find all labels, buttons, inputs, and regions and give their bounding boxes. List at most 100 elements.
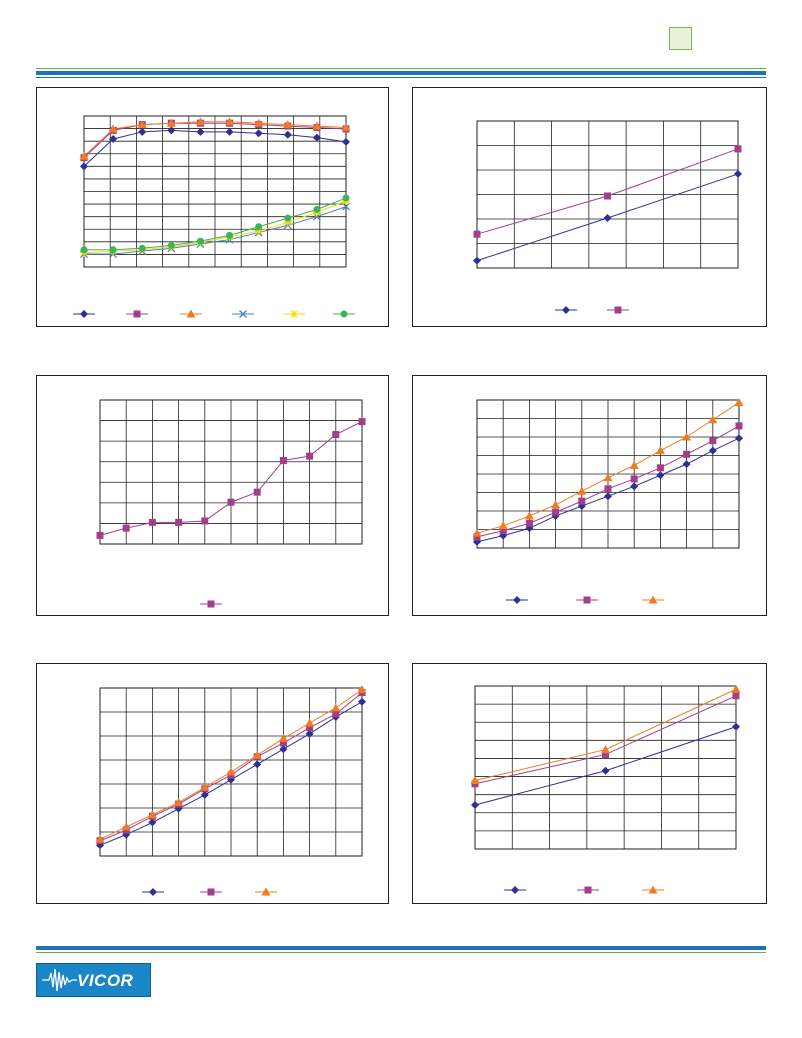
footer-rule-green bbox=[36, 952, 766, 953]
data-point bbox=[709, 437, 717, 445]
data-point bbox=[603, 214, 612, 223]
data-point bbox=[80, 162, 88, 171]
data-point bbox=[470, 776, 480, 785]
legend-entry bbox=[180, 309, 202, 318]
data-point bbox=[167, 126, 176, 135]
legend-marker bbox=[340, 310, 348, 318]
data-point bbox=[357, 685, 367, 694]
data-point bbox=[473, 533, 481, 541]
data-point bbox=[732, 692, 740, 700]
legend-marker bbox=[149, 888, 157, 896]
data-point bbox=[603, 473, 613, 482]
footer-rule-blue bbox=[36, 946, 766, 950]
data-point bbox=[313, 205, 321, 213]
data-point bbox=[306, 452, 314, 460]
legend-entry bbox=[333, 310, 355, 318]
data-point bbox=[96, 841, 104, 850]
data-point bbox=[226, 767, 236, 776]
legend-entry bbox=[200, 888, 222, 896]
data-point bbox=[138, 127, 147, 136]
data-point bbox=[682, 460, 691, 469]
logo-wordmark: VICOR bbox=[77, 971, 134, 990]
series-line bbox=[84, 206, 347, 255]
data-point bbox=[342, 202, 350, 211]
data-point bbox=[498, 521, 508, 530]
legend-marker bbox=[261, 887, 271, 896]
data-point bbox=[122, 524, 130, 532]
legend-marker bbox=[186, 309, 196, 318]
series-1 bbox=[80, 126, 350, 171]
data-point bbox=[732, 722, 740, 731]
data-point bbox=[472, 528, 482, 537]
data-point bbox=[656, 464, 664, 472]
data-point bbox=[122, 830, 131, 839]
data-point bbox=[253, 488, 261, 496]
legend-entry bbox=[642, 885, 664, 894]
legend-marker bbox=[648, 885, 658, 894]
header-rule-green bbox=[36, 68, 766, 69]
series-1 bbox=[96, 697, 366, 850]
series-line bbox=[83, 200, 347, 254]
chart-panel-1 bbox=[36, 87, 389, 327]
data-point bbox=[174, 798, 184, 807]
data-point bbox=[604, 485, 612, 493]
data-point bbox=[252, 750, 262, 759]
data-point bbox=[734, 145, 742, 153]
data-point bbox=[109, 246, 117, 254]
series-6 bbox=[80, 194, 350, 254]
legend-marker bbox=[207, 888, 215, 896]
chart-1-svg bbox=[73, 115, 355, 318]
data-point bbox=[655, 446, 665, 455]
chart-panel-5 bbox=[36, 663, 389, 904]
legend-entry bbox=[200, 600, 222, 608]
data-point bbox=[656, 471, 665, 480]
series-2 bbox=[473, 422, 743, 541]
series-3 bbox=[470, 684, 741, 785]
legend-marker bbox=[513, 596, 521, 604]
data-point bbox=[227, 498, 235, 506]
data-point bbox=[305, 718, 315, 727]
data-point bbox=[196, 237, 204, 245]
data-point bbox=[577, 486, 587, 495]
legend-marker bbox=[133, 310, 141, 318]
data-point bbox=[195, 117, 205, 126]
data-point bbox=[147, 810, 157, 819]
page-corner-badge bbox=[669, 27, 692, 50]
legend-entry bbox=[555, 306, 577, 314]
legend-entry bbox=[73, 310, 95, 318]
series-line bbox=[83, 129, 347, 167]
data-point bbox=[630, 482, 639, 491]
legend-marker bbox=[290, 310, 298, 318]
data-point bbox=[473, 230, 481, 238]
data-point bbox=[283, 120, 293, 129]
data-point bbox=[312, 133, 321, 142]
data-point bbox=[552, 508, 560, 516]
legend-entry bbox=[126, 310, 148, 318]
chart-panel-6 bbox=[412, 663, 767, 904]
data-point bbox=[331, 703, 341, 712]
data-point bbox=[227, 775, 235, 784]
chart-panel-3 bbox=[36, 375, 389, 616]
series-3 bbox=[472, 397, 744, 537]
legend-entry bbox=[142, 888, 164, 896]
data-point bbox=[283, 218, 292, 227]
data-point bbox=[108, 124, 118, 133]
data-point bbox=[166, 118, 176, 127]
data-point bbox=[254, 118, 264, 127]
data-point bbox=[735, 434, 743, 443]
data-point bbox=[734, 397, 744, 406]
data-point bbox=[138, 244, 146, 252]
chart-3-svg bbox=[96, 399, 366, 608]
legend-marker bbox=[584, 886, 592, 894]
data-point bbox=[226, 231, 234, 239]
data-point bbox=[79, 151, 89, 160]
data-point bbox=[80, 246, 88, 254]
data-point bbox=[629, 460, 639, 469]
legend-marker bbox=[583, 596, 591, 604]
series-2 bbox=[473, 145, 742, 238]
data-point bbox=[196, 127, 205, 136]
data-point bbox=[279, 456, 287, 464]
data-point bbox=[708, 415, 718, 424]
series-3 bbox=[79, 117, 351, 160]
data-point bbox=[524, 511, 534, 520]
